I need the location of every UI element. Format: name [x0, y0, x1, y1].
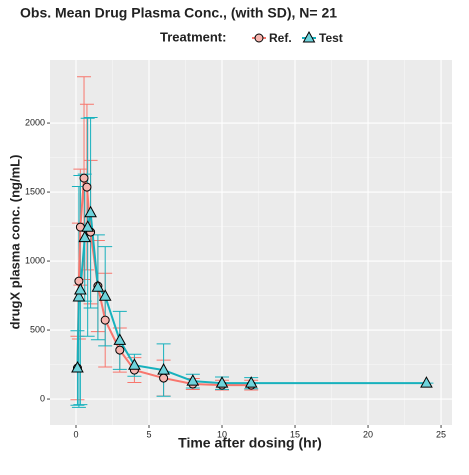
circle-marker: [74, 276, 84, 286]
triangle-marker: [420, 376, 433, 388]
y-tick-label: 0: [40, 393, 45, 403]
legend-marker: [254, 33, 264, 43]
triangle-marker: [84, 205, 97, 218]
chart-title: Obs. Mean Drug Plasma Conc., (with SD), …: [20, 5, 337, 21]
panel: [50, 60, 452, 425]
legend-title: Treatment:: [160, 29, 226, 44]
triangle-marker: [81, 220, 95, 232]
x-tick-label: 5: [146, 429, 151, 439]
triangle-marker: [98, 289, 112, 301]
circle-marker: [159, 373, 169, 383]
circle-marker: [82, 182, 92, 192]
legend-label: Ref.: [269, 31, 292, 45]
x-tick-label: 10: [217, 429, 227, 439]
triangle-marker: [215, 376, 229, 388]
triangle-marker: [128, 358, 141, 370]
triangle-marker: [71, 360, 84, 373]
legend-label: Test: [319, 31, 343, 45]
x-axis-title: Time after dosing (hr): [178, 435, 322, 451]
y-tick-label: 2000: [25, 117, 45, 127]
legend-marker: [302, 30, 316, 43]
triangle-marker: [78, 230, 92, 243]
circle-marker: [115, 345, 125, 355]
x-tick-label: 15: [290, 429, 300, 439]
triangle-marker: [244, 376, 258, 388]
y-tick-label: 1500: [25, 186, 45, 196]
triangle-marker: [157, 363, 170, 375]
y-tick-label: 500: [30, 324, 45, 334]
x-tick-label: 25: [436, 429, 446, 439]
circle-marker: [79, 173, 89, 183]
circle-marker: [100, 315, 110, 325]
x-tick-label: 0: [73, 429, 78, 439]
y-axis-title: drugX plasma conc. (ng/mL): [7, 155, 22, 330]
triangle-marker: [186, 374, 200, 386]
triangle-marker: [74, 283, 87, 295]
triangle-marker: [72, 289, 86, 302]
y-tick-label: 1000: [25, 255, 45, 265]
x-tick-label: 20: [363, 429, 373, 439]
triangle-marker: [91, 280, 105, 292]
triangle-marker: [113, 333, 127, 345]
